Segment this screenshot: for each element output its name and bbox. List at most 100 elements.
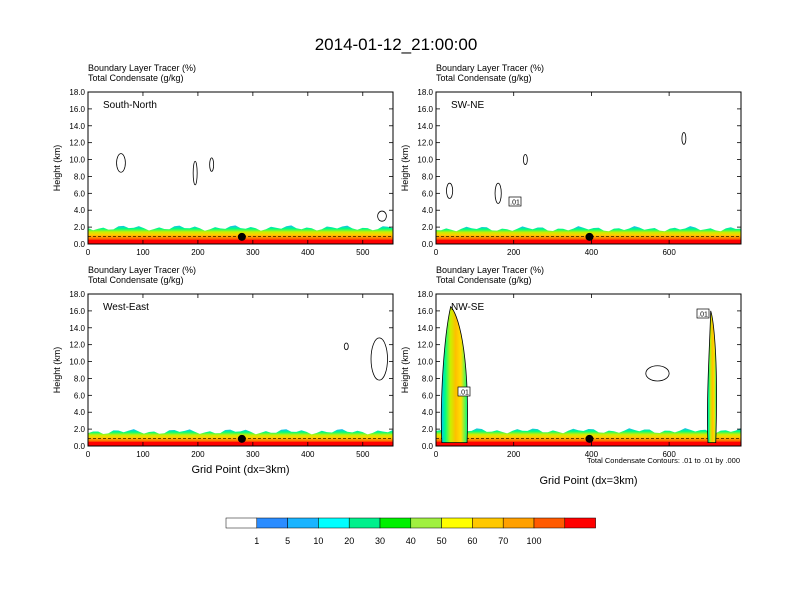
x-tick-label: 300 <box>246 450 260 459</box>
condensate-contour <box>192 160 198 186</box>
plot-frame <box>87 293 394 447</box>
panel-label: NW-SE <box>451 302 484 313</box>
y-tick-label: 4.0 <box>422 206 434 215</box>
colorbar-swatch <box>410 517 442 529</box>
y-tick-label: 8.0 <box>422 172 434 181</box>
panel-title-line1: Boundary Layer Tracer (%) <box>88 265 196 275</box>
x-tick-label: 0 <box>434 248 439 257</box>
condensate-contour <box>494 182 502 204</box>
panel-title-line1: Boundary Layer Tracer (%) <box>436 265 544 275</box>
panel-west-east: 0.0 2.0 4.0 6.0 8.0 10.0 12.0 14.0 16.0 18.0 0 100 2… <box>52 265 394 476</box>
y-tick-label: 14.0 <box>417 122 433 131</box>
y-axis-label: Height (km) <box>400 347 410 394</box>
x-tick-label: 200 <box>507 450 521 459</box>
y-tick-label: 6.0 <box>74 391 86 400</box>
colorbar-swatch <box>348 517 381 529</box>
plot-frame <box>87 91 394 245</box>
y-tick-label: 0.0 <box>422 442 434 451</box>
panel-label: SW-NE <box>451 100 484 111</box>
plot-area <box>436 305 741 446</box>
x-tick-label: 500 <box>356 450 370 459</box>
y-tick-label: 0.0 <box>422 240 434 249</box>
footnote: Total Condensate Contours: .01 to .01 by… <box>587 456 740 465</box>
y-tick-label: 18.0 <box>69 290 85 299</box>
y-tick-label: 10.0 <box>417 358 433 367</box>
panel-title-line1: Boundary Layer Tracer (%) <box>436 63 544 73</box>
y-tick-label: 8.0 <box>74 374 86 383</box>
colorbar-label: 5 <box>285 536 290 546</box>
y-tick-label: 2.0 <box>422 223 434 232</box>
y-tick-label: 16.0 <box>69 307 85 316</box>
y-tick-label: 0.0 <box>74 442 86 451</box>
y-axis-label: Height (km) <box>52 145 62 192</box>
convective-column <box>707 310 717 444</box>
x-tick-label: 300 <box>246 248 260 257</box>
y-tick-label: 6.0 <box>422 189 434 198</box>
x-tick-label: 100 <box>136 450 150 459</box>
colorbar-swatch <box>533 517 566 529</box>
x-tick-label: 0 <box>434 450 439 459</box>
surface-layer <box>88 239 393 244</box>
convective-column <box>440 305 468 444</box>
contour-label: .01 <box>510 200 520 207</box>
plot-area <box>436 132 741 244</box>
colorbar-label: 70 <box>498 536 508 546</box>
y-tick-label: 18.0 <box>69 88 85 97</box>
colorbar-swatch <box>472 517 504 529</box>
y-tick-label: 18.0 <box>417 290 433 299</box>
contour-label: .01 <box>459 390 469 397</box>
x-tick-label: 500 <box>356 248 370 257</box>
y-axis-label: Height (km) <box>400 145 410 192</box>
y-tick-label: 12.0 <box>69 341 85 350</box>
condensate-contour <box>681 132 687 145</box>
panel-sw-ne: .01 0.0 2.0 4.0 6.0 8.0 10.0 12.0 14.0 16.0 18.0 0 2… <box>400 63 742 257</box>
x-tick-label: 200 <box>507 248 521 257</box>
x-tick-label: 200 <box>191 248 205 257</box>
x-axis-label: Grid Point (dx=3km) <box>191 464 289 476</box>
x-tick-label: 400 <box>585 248 599 257</box>
y-tick-label: 0.0 <box>74 240 86 249</box>
x-tick-label: 600 <box>662 450 676 459</box>
plot-frame <box>435 91 742 245</box>
y-tick-label: 14.0 <box>69 324 85 333</box>
x-tick-label: 400 <box>301 248 315 257</box>
y-tick-label: 10.0 <box>69 358 85 367</box>
x-tick-label: 0 <box>86 450 91 459</box>
y-tick-label: 16.0 <box>417 307 433 316</box>
y-tick-label: 4.0 <box>74 408 86 417</box>
colorbar-swatch <box>256 517 288 529</box>
colorbar-swatch <box>502 517 535 529</box>
y-tick-label: 6.0 <box>422 391 434 400</box>
colorbar-label: 50 <box>437 536 447 546</box>
y-tick-label: 16.0 <box>417 105 433 114</box>
y-tick-label: 12.0 <box>417 139 433 148</box>
colorbar-label: 40 <box>406 536 416 546</box>
plot-area <box>88 337 393 446</box>
panel-title-line2: Total Condensate (g/kg) <box>436 73 532 83</box>
colorbar-swatch <box>379 517 412 529</box>
x-tick-label: 400 <box>585 450 599 459</box>
y-tick-label: 10.0 <box>417 156 433 165</box>
colorbar-label: 30 <box>375 536 385 546</box>
colorbar-label: 100 <box>526 536 541 546</box>
contour-label-box <box>696 308 710 319</box>
y-tick-label: 18.0 <box>417 88 433 97</box>
panel-nw-se: .01 .01 0.0 2.0 4.0 6.0 8.0 10.0 12.0 14.0 16.0 18.… <box>400 265 742 487</box>
colorbar-swatch <box>225 517 258 529</box>
colorbar-swatch <box>441 517 473 529</box>
condensate-contour <box>370 337 388 381</box>
x-tick-label: 200 <box>191 450 205 459</box>
plot-frame <box>435 293 742 447</box>
y-tick-label: 4.0 <box>74 206 86 215</box>
plot-area <box>88 153 393 244</box>
colorbar-swatch <box>318 517 350 529</box>
site-marker <box>585 434 594 443</box>
contour-label-box <box>457 386 471 397</box>
colorbar-swatch <box>564 517 596 529</box>
y-tick-label: 8.0 <box>422 374 434 383</box>
y-tick-label: 16.0 <box>69 105 85 114</box>
y-tick-label: 2.0 <box>74 425 86 434</box>
y-tick-label: 2.0 <box>422 425 434 434</box>
condensate-contour <box>209 157 215 172</box>
contour-label: .01 <box>698 312 708 319</box>
